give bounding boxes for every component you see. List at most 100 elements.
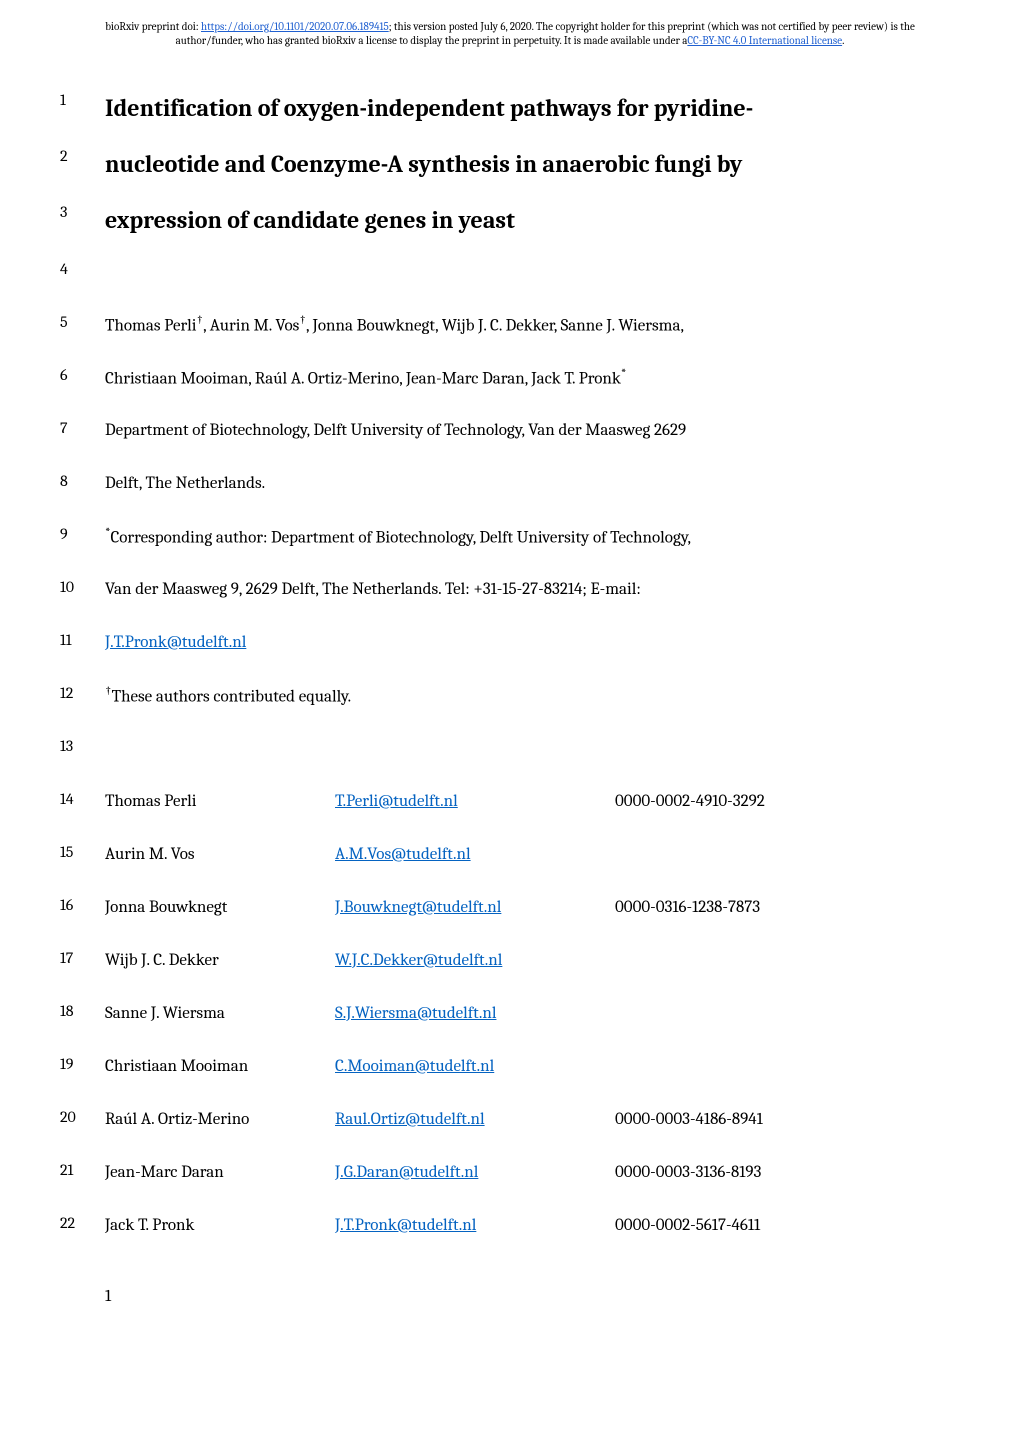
line-number: 21 (60, 1159, 105, 1179)
line-number: 17 (60, 947, 105, 967)
line-number: 9 (60, 523, 105, 543)
author-email-cell: A.M.Vos@tudelft.nl (335, 841, 615, 868)
line-number: 18 (60, 1000, 105, 1020)
author-email-cell: J.T.Pronk@tudelft.nl (335, 1212, 615, 1239)
title-text: Identification of oxygen-independent pat… (105, 89, 960, 127)
author-row: 17Wijb J. C. DekkerW.J.C.Dekker@tudelft.… (60, 947, 960, 982)
author-orcid (615, 841, 960, 868)
author-email-link[interactable]: T.Perli@tudelft.nl (335, 792, 458, 811)
line-number: 11 (60, 629, 105, 649)
line-number: 2 (60, 145, 105, 165)
author-email-link[interactable]: A.M.Vos@tudelft.nl (335, 845, 471, 864)
title-line-1: 1 Identification of oxygen-independent p… (60, 89, 960, 127)
author-name: Christiaan Mooiman (105, 1053, 335, 1080)
author-email-cell: T.Perli@tudelft.nl (335, 788, 615, 815)
line-number: 10 (60, 576, 105, 596)
line-number: 15 (60, 841, 105, 861)
author-row-content: Christiaan MooimanC.Mooiman@tudelft.nl (105, 1053, 960, 1080)
author-row: 22Jack T. PronkJ.T.Pronk@tudelft.nl0000-… (60, 1212, 960, 1247)
author-email-link[interactable]: S.J.Wiersma@tudelft.nl (335, 1004, 496, 1023)
author-name: Aurin M. Vos (105, 841, 335, 868)
author-email-cell: C.Mooiman@tudelft.nl (335, 1053, 615, 1080)
author-name: Thomas Perli (105, 788, 335, 815)
title-text: expression of candidate genes in yeast (105, 201, 960, 239)
author-name: Sanne J. Wiersma (105, 1000, 335, 1027)
author-table: 14Thomas PerliT.Perli@tudelft.nl 0000-000… (60, 788, 960, 1247)
author-row-content: Jonna BouwknegtJ.Bouwknegt@tudelft.nl000… (105, 894, 960, 921)
author-orcid (615, 1000, 960, 1027)
author-orcid (615, 947, 960, 974)
line-number: 16 (60, 894, 105, 914)
author-email-link[interactable]: Raul.Ortiz@tudelft.nl (335, 1110, 485, 1129)
author-email-cell: S.J.Wiersma@tudelft.nl (335, 1000, 615, 1027)
author-row: 20Raúl A. Ortiz-MerinoRaul.Ortiz@tudelft… (60, 1106, 960, 1141)
author-row-content: Raúl A. Ortiz-MerinoRaul.Ortiz@tudelft.n… (105, 1106, 960, 1133)
author-row: 16Jonna BouwknegtJ.Bouwknegt@tudelft.nl0… (60, 894, 960, 929)
preprint-text-prefix: bioRxiv preprint doi: (105, 20, 201, 33)
line-number: 1 (60, 89, 105, 109)
page-number: 1 (105, 1287, 960, 1306)
line-number: 13 (60, 735, 105, 755)
preprint-text-end: . (842, 34, 844, 47)
author-email-cell: Raul.Ortiz@tudelft.nl (335, 1106, 615, 1133)
affiliation-line-8: 8 Delft, The Netherlands. (60, 470, 960, 505)
author-row-content: Thomas PerliT.Perli@tudelft.nl 0000-0002-… (105, 788, 960, 815)
corresponding-email-link[interactable]: J.T.Pronk@tudelft.nl (105, 633, 246, 652)
authors-line-5: 5 Thomas Perli†, Aurin M. Vos†, Jonna Bo… (60, 311, 960, 346)
email-line-11: 11 J.T.Pronk@tudelft.nl (60, 629, 960, 664)
author-row-content: Sanne J. WiersmaS.J.Wiersma@tudelft.nl (105, 1000, 960, 1027)
equal-contribution-line-12: 12 †These authors contributed equally. (60, 682, 960, 717)
line-number: 12 (60, 682, 105, 702)
license-link[interactable]: CC-BY-NC 4.0 International license (687, 34, 842, 47)
blank-line-13: 13 (60, 735, 960, 770)
author-row: 19Christiaan MooimanC.Mooiman@tudelft.nl (60, 1053, 960, 1088)
authors-text: Thomas Perli†, Aurin M. Vos†, Jonna Bouw… (105, 311, 960, 340)
corresponding-text: *Corresponding author: Department of Bio… (105, 523, 960, 552)
line-number: 22 (60, 1212, 105, 1232)
line-number: 7 (60, 417, 105, 437)
author-email-link[interactable]: C.Mooiman@tudelft.nl (335, 1057, 494, 1076)
line-number: 19 (60, 1053, 105, 1073)
author-email-cell: W.J.C.Dekker@tudelft.nl (335, 947, 615, 974)
author-row-content: Jack T. PronkJ.T.Pronk@tudelft.nl0000-00… (105, 1212, 960, 1239)
author-email-link[interactable]: W.J.C.Dekker@tudelft.nl (335, 951, 502, 970)
author-orcid: 0000-0002-4910-3292 (615, 788, 960, 815)
line-number: 14 (60, 788, 105, 808)
author-email-cell: J.Bouwknegt@tudelft.nl (335, 894, 615, 921)
doi-link[interactable]: https://doi.org/10.1101/2020.07.06.18941… (201, 20, 389, 33)
email-content: J.T.Pronk@tudelft.nl (105, 629, 960, 656)
title-text: nucleotide and Coenzyme-A synthesis in a… (105, 145, 960, 183)
preprint-header: bioRxiv preprint doi: https://doi.org/10… (60, 20, 960, 49)
line-number: 3 (60, 201, 105, 221)
equal-contribution-text: †These authors contributed equally. (105, 682, 960, 711)
authors-line-6: 6 Christiaan Mooiman, Raúl A. Ortiz-Meri… (60, 364, 960, 399)
line-number: 20 (60, 1106, 105, 1126)
line-number: 5 (60, 311, 105, 331)
author-row-content: Jean-Marc DaranJ.G.Daran@tudelft.nl 0000-… (105, 1159, 960, 1186)
author-email-cell: J.G.Daran@tudelft.nl (335, 1159, 615, 1186)
blank-line-4: 4 (60, 258, 960, 293)
line-number: 6 (60, 364, 105, 384)
author-orcid: 0000-0003-3136-8193 (615, 1159, 960, 1186)
title-line-3: 3 expression of candidate genes in yeast (60, 201, 960, 239)
corresponding-text: Van der Maasweg 9, 2629 Delft, The Nethe… (105, 576, 960, 603)
author-row: 14Thomas PerliT.Perli@tudelft.nl 0000-000… (60, 788, 960, 823)
author-name: Wijb J. C. Dekker (105, 947, 335, 974)
line-number: 8 (60, 470, 105, 490)
author-orcid: 0000-0316-1238-7873 (615, 894, 960, 921)
affiliation-text: Delft, The Netherlands. (105, 470, 960, 497)
author-email-link[interactable]: J.G.Daran@tudelft.nl (335, 1163, 478, 1182)
author-orcid: 0000-0002-5617-4611 (615, 1212, 960, 1239)
corresponding-line-9: 9 *Corresponding author: Department of B… (60, 523, 960, 558)
title-line-2: 2 nucleotide and Coenzyme-A synthesis in… (60, 145, 960, 183)
author-email-link[interactable]: J.T.Pronk@tudelft.nl (335, 1216, 476, 1235)
author-email-link[interactable]: J.Bouwknegt@tudelft.nl (335, 898, 501, 917)
affiliation-text: Department of Biotechnology, Delft Unive… (105, 417, 960, 444)
author-row: 21Jean-Marc DaranJ.G.Daran@tudelft.nl 000… (60, 1159, 960, 1194)
corresponding-line-10: 10 Van der Maasweg 9, 2629 Delft, The Ne… (60, 576, 960, 611)
affiliation-line-7: 7 Department of Biotechnology, Delft Uni… (60, 417, 960, 452)
author-row-content: Wijb J. C. DekkerW.J.C.Dekker@tudelft.nl (105, 947, 960, 974)
author-name: Jean-Marc Daran (105, 1159, 335, 1186)
author-row-content: Aurin M. VosA.M.Vos@tudelft.nl (105, 841, 960, 868)
authors-text: Christiaan Mooiman, Raúl A. Ortiz-Merino… (105, 364, 960, 393)
